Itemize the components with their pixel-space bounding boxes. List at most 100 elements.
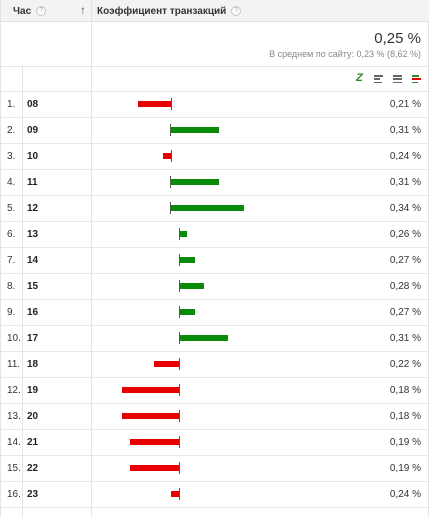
baseline-tick	[179, 332, 180, 344]
column-header-hour[interactable]: Час ?	[13, 0, 47, 22]
row-index: 10.	[7, 333, 21, 344]
column-header-transaction-rate[interactable]: Коэффициент транзакций ?	[97, 0, 242, 22]
comparison-bar	[129, 439, 179, 445]
column-divider	[91, 0, 92, 517]
row-hour[interactable]: 21	[27, 437, 39, 448]
comparison-icon[interactable]	[412, 73, 422, 85]
row-index: 16.	[7, 489, 21, 500]
row-index: 1.	[7, 99, 16, 110]
row-value: 0,18 %	[389, 411, 421, 422]
table-row[interactable]: 13. 20 0,18 %	[1, 404, 429, 430]
row-index: 4.	[7, 177, 16, 188]
row-index: 7.	[7, 255, 16, 266]
comparison-bar	[170, 127, 220, 133]
row-hour[interactable]: 18	[27, 359, 39, 370]
row-hour[interactable]: 20	[27, 411, 39, 422]
bar-chart-icon[interactable]	[374, 73, 384, 85]
baseline-tick	[170, 124, 171, 136]
row-hour[interactable]: 09	[27, 125, 39, 136]
comparison-bar	[179, 335, 229, 341]
table-row[interactable]: 8. 15 0,28 %	[1, 274, 429, 300]
table-row[interactable]: 4. 11 0,31 %	[1, 170, 429, 196]
column-header-hour-label: Час	[13, 5, 32, 17]
comparison-bar	[179, 283, 204, 289]
row-value: 0,28 %	[389, 281, 421, 292]
row-value: 0,18 %	[389, 385, 421, 396]
table-row[interactable]: 2. 09 0,31 %	[1, 118, 429, 144]
comparison-bar	[170, 491, 179, 497]
column-header-transaction-rate-label: Коэффициент транзакций	[97, 5, 227, 17]
table-row[interactable]: 15. 22 0,19 %	[1, 456, 429, 482]
row-hour[interactable]: 12	[27, 203, 39, 214]
row-index: 14.	[7, 437, 21, 448]
summary-row: 0,25 % В среднем по сайту: 0,23 % (8,62 …	[1, 22, 429, 67]
row-value: 0,31 %	[389, 125, 421, 136]
row-value: 0,19 %	[389, 437, 421, 448]
row-hour[interactable]: 10	[27, 151, 39, 162]
site-average: В среднем по сайту: 0,23 % (8,62 %)	[269, 49, 421, 59]
row-hour[interactable]: 11	[27, 177, 38, 188]
baseline-tick	[170, 202, 171, 214]
help-icon[interactable]: ?	[231, 6, 242, 16]
row-value: 0,31 %	[389, 333, 421, 344]
row-hour[interactable]: 14	[27, 255, 39, 266]
table-row[interactable]: 6. 13 0,26 %	[1, 222, 429, 248]
sort-arrow-icon[interactable]: ↑	[80, 3, 86, 17]
comparison-bar	[170, 179, 220, 185]
baseline-tick	[179, 436, 180, 448]
table-row[interactable]: 1. 08 0,21 %	[1, 92, 429, 118]
table-row[interactable]: 11. 18 0,22 %	[1, 352, 429, 378]
table-row[interactable]: 10. 17 0,31 %	[1, 326, 429, 352]
row-index: 2.	[7, 125, 16, 136]
table-row[interactable]: 9. 16 0,27 %	[1, 300, 429, 326]
row-value: 0,24 %	[389, 489, 421, 500]
table-header: Час ? ↑ Коэффициент транзакций ?	[1, 0, 429, 22]
baseline-tick	[179, 358, 180, 370]
row-hour[interactable]: 19	[27, 385, 39, 396]
table-row[interactable]: 5. 12 0,34 %	[1, 196, 429, 222]
comparison-bar	[179, 231, 188, 237]
table-row[interactable]: 14. 21 0,19 %	[1, 430, 429, 456]
row-index: 9.	[7, 307, 16, 318]
chart-z-icon[interactable]: Z	[356, 72, 363, 84]
list-view-icon[interactable]	[393, 73, 403, 85]
row-index: 3.	[7, 151, 16, 162]
comparison-bar	[154, 361, 179, 367]
table-row[interactable]: 3. 10 0,24 %	[1, 144, 429, 170]
row-hour[interactable]: 22	[27, 463, 39, 474]
baseline-tick	[171, 150, 172, 162]
comparison-bar	[121, 413, 179, 419]
baseline-tick	[179, 488, 180, 500]
table-row[interactable]: 16. 23 0,24 %	[1, 482, 429, 508]
row-hour[interactable]: 17	[27, 333, 39, 344]
row-value: 0,27 %	[389, 307, 421, 318]
row-hour[interactable]: 13	[27, 229, 39, 240]
row-hour[interactable]: 15	[27, 281, 39, 292]
row-hour[interactable]: 23	[27, 489, 39, 500]
comparison-bar	[138, 101, 171, 107]
row-index: 6.	[7, 229, 16, 240]
row-value: 0,26 %	[389, 229, 421, 240]
row-index: 8.	[7, 281, 16, 292]
baseline-tick	[179, 384, 180, 396]
row-value: 0,27 %	[389, 255, 421, 266]
baseline-tick	[171, 98, 172, 110]
column-divider	[22, 67, 23, 517]
row-hour[interactable]: 16	[27, 307, 39, 318]
row-index: 12.	[7, 385, 21, 396]
row-value: 0,22 %	[389, 359, 421, 370]
row-index: 13.	[7, 411, 21, 422]
help-icon[interactable]: ?	[36, 6, 47, 16]
comparison-bar	[162, 153, 171, 159]
row-hour[interactable]: 08	[27, 99, 39, 110]
table-row[interactable]: 12. 19 0,18 %	[1, 378, 429, 404]
row-value: 0,19 %	[389, 463, 421, 474]
baseline-tick	[179, 228, 180, 240]
comparison-bar	[129, 465, 179, 471]
baseline-tick	[179, 462, 180, 474]
view-toolbar: Z	[1, 67, 429, 92]
comparison-bar	[179, 309, 196, 315]
table-row[interactable]: 7. 14 0,27 %	[1, 248, 429, 274]
total-value: 0,25 %	[374, 30, 421, 47]
